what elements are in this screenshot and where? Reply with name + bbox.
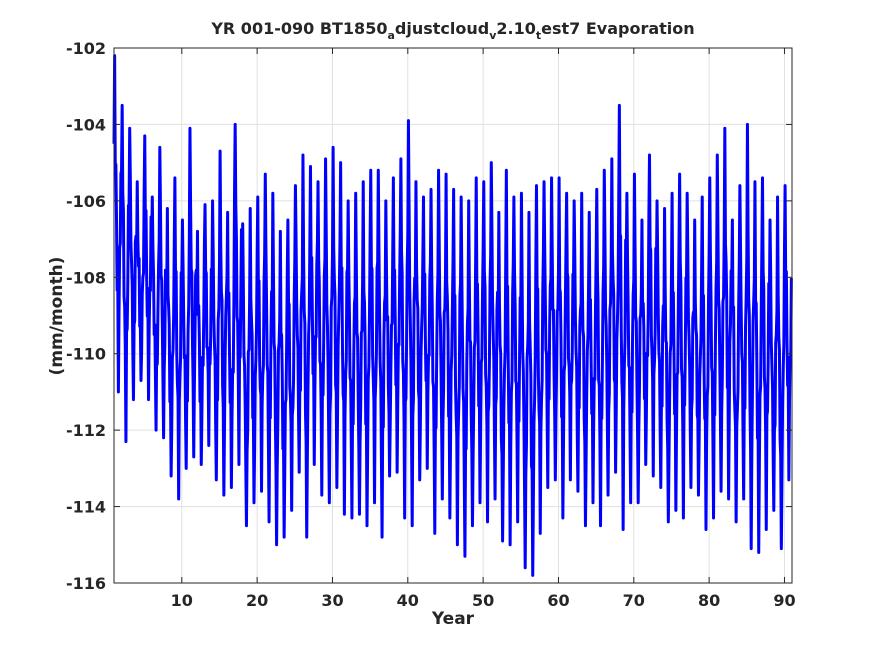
series-layer (112, 54, 793, 577)
x-tick-label: 90 (773, 591, 795, 610)
title-part: YR 001-090 BT1850 (210, 19, 387, 38)
x-tick-label: 10 (171, 591, 193, 610)
y-tick-label: -110 (66, 345, 106, 364)
axis-ticks: 10 20 30 40 50 60 70 80 90 -102 -104 -106 -108 -110 -1… (66, 39, 796, 610)
y-tick-label: -106 (66, 192, 106, 211)
y-tick-label: -112 (66, 421, 106, 440)
title-part: v (489, 29, 497, 42)
x-tick-label: 80 (698, 591, 720, 610)
x-axis-label: Year (431, 609, 475, 629)
title-part: est7 Evaporation (541, 19, 695, 38)
y-tick-label: -108 (66, 268, 106, 287)
y-axis-label: (mm/month) (47, 257, 67, 376)
title-part: a (387, 29, 394, 42)
title-part: 2.10 (496, 19, 535, 38)
x-tick-label: 30 (321, 591, 343, 610)
x-tick-label: 70 (623, 591, 645, 610)
chart-title: YR 001-090 BT1850adjustcloudv2.10test7 E… (210, 19, 694, 42)
x-tick-label: 20 (246, 591, 268, 610)
title-part: t (536, 29, 541, 42)
x-tick-label: 60 (547, 591, 569, 610)
x-tick-label: 50 (472, 591, 494, 610)
axes-box (113, 47, 793, 584)
series-line-evaporation (112, 54, 793, 577)
y-tick-label: -102 (66, 39, 106, 58)
y-tick-label: -116 (66, 574, 106, 593)
y-tick-label: -114 (66, 498, 106, 517)
y-tick-label: -104 (66, 115, 106, 134)
title-part: djustcloud (395, 19, 489, 38)
x-tick-label: 40 (397, 591, 419, 610)
